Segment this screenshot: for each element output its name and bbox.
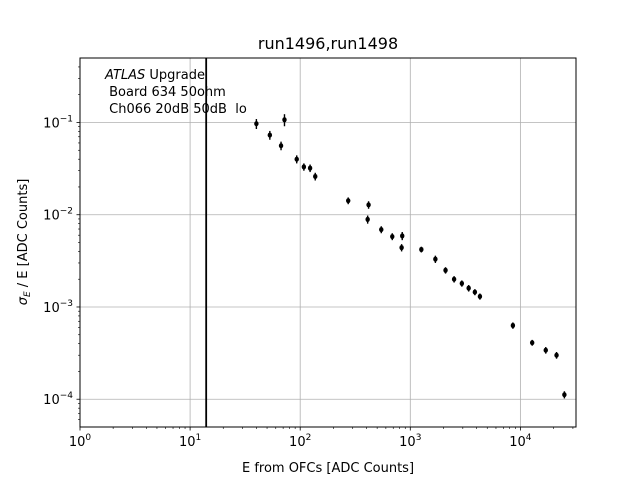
annotation: ATLAS Upgrade Board 634 50ohm Ch066 20dB… (104, 68, 247, 117)
data-points (254, 114, 567, 399)
data-marker (301, 164, 307, 170)
data-marker (529, 340, 535, 346)
data-marker (307, 165, 313, 171)
data-marker (346, 198, 351, 204)
data-point (562, 391, 567, 399)
data-point (477, 293, 483, 300)
y-tick-label: 10−1 (43, 114, 73, 131)
chart-title: run1496,run1498 (258, 34, 398, 53)
x-tick-label: 101 (179, 433, 201, 450)
data-marker (466, 285, 471, 291)
data-point (254, 119, 259, 129)
data-marker (254, 121, 259, 127)
major-ticks (76, 122, 521, 431)
data-point (346, 197, 351, 205)
data-point (399, 244, 404, 252)
data-marker (433, 256, 438, 262)
data-point (472, 289, 478, 296)
data-point (390, 233, 395, 241)
annotation-line-2: Board 634 50ohm (105, 85, 226, 100)
data-marker (554, 352, 559, 358)
data-marker (366, 202, 371, 208)
data-marker (278, 143, 284, 149)
data-marker (294, 156, 299, 162)
data-marker (400, 233, 405, 239)
data-point (294, 155, 299, 164)
data-point (379, 226, 384, 234)
data-marker (282, 117, 287, 123)
data-marker (543, 347, 548, 353)
plot-frame (79, 57, 577, 428)
data-marker (390, 233, 395, 240)
annotation-line-1: ATLAS Upgrade (104, 68, 205, 83)
data-marker (419, 246, 424, 253)
data-point (307, 164, 313, 173)
data-point (510, 322, 516, 329)
annotation-atlas: ATLAS (104, 68, 145, 83)
x-axis-label: E from OFCs [ADC Counts] (242, 461, 414, 476)
data-point (301, 163, 307, 171)
data-marker (313, 173, 318, 180)
data-marker (472, 289, 478, 295)
data-marker (379, 226, 384, 233)
y-tick-label: 10−3 (43, 299, 73, 316)
y-tick-labels: 10−4 10−3 10−2 10−1 (43, 114, 73, 408)
y-tick-label: 10−2 (43, 207, 73, 224)
data-marker (451, 276, 457, 282)
data-point (267, 130, 273, 140)
data-marker (365, 216, 370, 222)
data-point (400, 231, 405, 241)
data-point (459, 280, 465, 287)
data-marker (562, 392, 567, 398)
data-point (313, 172, 318, 181)
data-marker (267, 132, 273, 138)
data-point (443, 267, 448, 274)
data-point (554, 352, 559, 359)
data-point (451, 276, 457, 283)
y-axis-label-subscript: E (23, 291, 33, 297)
data-marker (443, 267, 448, 273)
data-point (466, 285, 471, 292)
data-marker (459, 280, 465, 287)
data-point (543, 347, 548, 354)
y-axis-label: σE / E [ADC Counts] (16, 179, 33, 306)
x-tick-label: 100 (69, 433, 92, 450)
minor-ticks (78, 66, 574, 429)
data-marker (477, 293, 483, 300)
x-tick-labels: 100 101 102 103 104 (69, 433, 532, 450)
data-point (529, 339, 535, 346)
data-marker (510, 322, 516, 329)
data-marker (399, 245, 404, 251)
y-tick-label: 10−4 (43, 391, 73, 408)
data-point (282, 114, 287, 127)
x-tick-label: 104 (509, 433, 532, 450)
data-point (278, 141, 284, 151)
grid-lines (79, 58, 576, 427)
annotation-upgrade: Upgrade (145, 68, 205, 83)
data-point (365, 215, 370, 224)
annotation-line-3: Ch066 20dB 50dB lo (105, 102, 247, 117)
data-point (366, 201, 371, 209)
y-axis-label-rest: / E [ADC Counts] (16, 179, 31, 292)
x-tick-label: 102 (289, 433, 311, 450)
data-point (433, 255, 438, 263)
y-axis-label-symbol: σ (16, 296, 31, 305)
data-point (419, 246, 424, 253)
x-tick-label: 103 (399, 433, 421, 450)
